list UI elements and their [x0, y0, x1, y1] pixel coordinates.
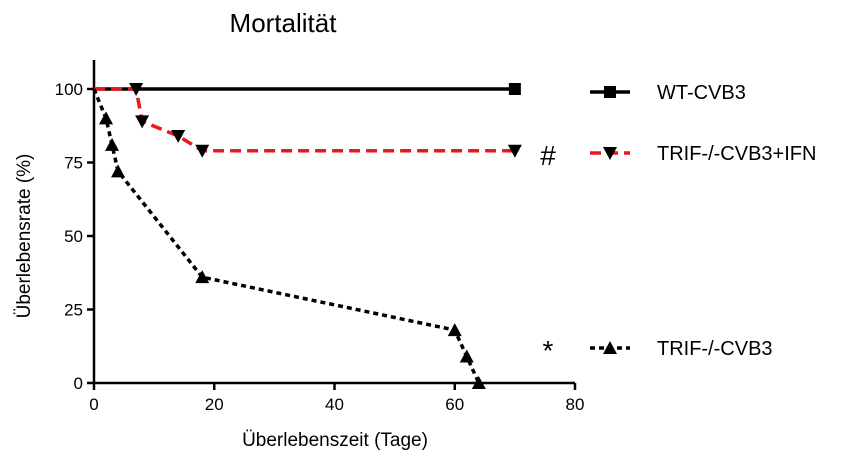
y-axis-label: Überlebensrate (%)	[14, 154, 35, 319]
series-point	[135, 115, 150, 129]
chart-title: Mortalität	[230, 8, 338, 38]
series-point	[508, 83, 521, 95]
series-point	[111, 164, 126, 178]
legend-marker	[604, 86, 616, 98]
series-point	[459, 349, 474, 363]
series-1	[94, 83, 521, 95]
y-tick-label: 0	[74, 374, 83, 393]
y-tick-label: 50	[64, 227, 83, 246]
series-line	[94, 87, 515, 153]
plot-area: #*	[92, 83, 556, 389]
series-3	[92, 88, 486, 389]
x-tick-label: 0	[89, 395, 98, 414]
y-tick-label: 25	[64, 301, 83, 320]
series-point	[105, 137, 120, 151]
x-tick-label: 40	[325, 395, 344, 414]
series-2	[94, 83, 522, 158]
legend-item: WT-CVB3	[590, 82, 746, 104]
series-point	[129, 83, 144, 96]
series-point	[447, 323, 462, 337]
axes: 0 25 50 75 100 0 20 40 60 80	[55, 60, 585, 414]
series-point	[195, 144, 210, 158]
series-annotation: #	[540, 140, 556, 171]
legend: WT-CVB3 TRIF-/-CVB3+IFN TRIF-/-CVB3	[590, 82, 816, 360]
legend-marker	[603, 341, 617, 354]
y-tick-label: 100	[55, 80, 83, 99]
x-tick-label: 20	[205, 395, 224, 414]
series-point	[507, 144, 522, 158]
series-point	[195, 270, 210, 284]
x-tick-label: 60	[445, 395, 464, 414]
series-point	[471, 376, 486, 389]
x-axis-label: Überlebenszeit (Tage)	[242, 430, 428, 451]
legend-label: TRIF-/-CVB3	[657, 338, 773, 360]
legend-item: TRIF-/-CVB3	[590, 338, 773, 360]
legend-label: TRIF-/-CVB3+IFN	[657, 143, 816, 165]
x-tick-label: 80	[566, 395, 585, 414]
legend-marker	[603, 147, 617, 160]
y-tick-label: 75	[64, 154, 83, 173]
series-annotation: *	[543, 335, 554, 366]
legend-label: WT-CVB3	[657, 82, 746, 104]
legend-item: TRIF-/-CVB3+IFN	[590, 143, 816, 165]
series-point	[99, 111, 114, 125]
series-line	[92, 88, 481, 384]
series-point	[171, 130, 186, 144]
